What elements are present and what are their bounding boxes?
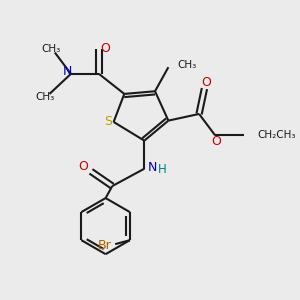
Text: CH₃: CH₃ <box>35 92 54 102</box>
Text: H: H <box>158 163 167 176</box>
Text: Br: Br <box>98 239 112 252</box>
Text: S: S <box>104 116 112 128</box>
Text: O: O <box>212 135 221 148</box>
Text: CH₃: CH₃ <box>41 44 61 54</box>
Text: O: O <box>100 42 110 55</box>
Text: CH₃: CH₃ <box>178 59 197 70</box>
Text: O: O <box>79 160 88 173</box>
Text: CH₂CH₃: CH₂CH₃ <box>258 130 296 140</box>
Text: N: N <box>148 161 157 174</box>
Text: O: O <box>201 76 211 89</box>
Text: N: N <box>63 65 72 78</box>
